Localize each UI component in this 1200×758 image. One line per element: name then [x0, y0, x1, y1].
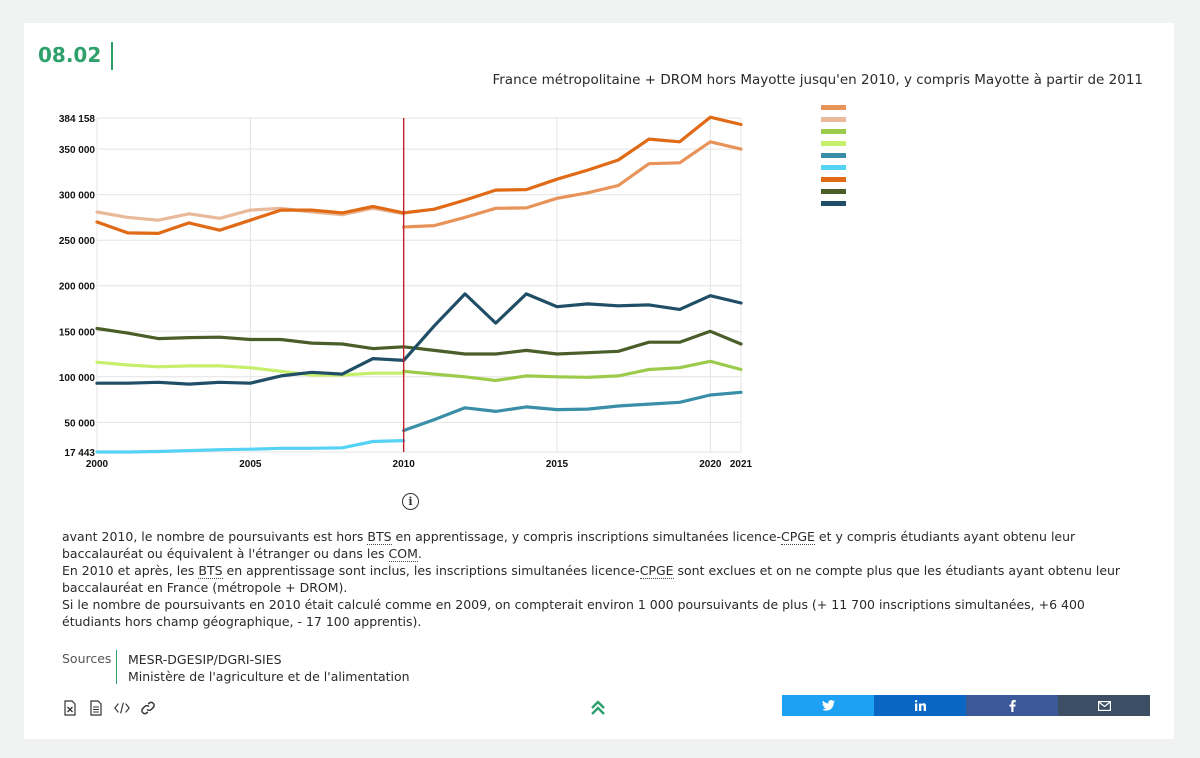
abbr-cpge[interactable]: CPGE: [639, 563, 674, 579]
series-line-2: [95, 206, 406, 222]
legend-item-5[interactable]: [821, 149, 851, 161]
info-icon[interactable]: i: [402, 493, 419, 510]
x-tick-label: 2020: [699, 459, 722, 470]
legend-item-1[interactable]: [821, 101, 851, 113]
y-tick-label: 17 443: [64, 448, 95, 459]
legend-swatch: [821, 128, 846, 134]
chart-legend[interactable]: [821, 101, 851, 209]
legend-item-9[interactable]: [821, 197, 851, 209]
email-share-button[interactable]: [1058, 695, 1150, 716]
legend-swatch: [821, 176, 846, 182]
note-text: .: [417, 546, 422, 561]
source-item: MESR-DGESIP/DGRI-SIES: [128, 652, 282, 667]
line-chart: 17 443 50 000 100 000 150 000 200 000 250 000…: [59, 114, 753, 470]
series-line-1: [402, 140, 743, 229]
x-tick-label: 2005: [239, 459, 262, 470]
note-text: en apprentissage sont inclus, les inscri…: [222, 563, 640, 578]
y-tick-label: 350 000: [59, 145, 96, 156]
legend-item-4[interactable]: [821, 137, 851, 149]
note-text: sont exclues et on ne compte plus que le…: [62, 563, 1121, 595]
link-icon[interactable]: [140, 699, 156, 717]
y-tick-label: 50 000: [64, 418, 95, 429]
legend-swatch: [821, 116, 846, 122]
x-tick-label: 2000: [86, 459, 109, 470]
share-bar: [782, 695, 1150, 716]
legend-swatch: [821, 140, 846, 146]
twitter-share-button[interactable]: [782, 695, 874, 716]
note-paragraph: En 2010 et après, les BTS en apprentissa…: [62, 562, 1142, 596]
legend-item-6[interactable]: [821, 161, 851, 173]
linkedin-share-button[interactable]: [874, 695, 966, 716]
sources-label: Sources: [62, 651, 112, 666]
legend-swatch: [821, 104, 846, 110]
abbr-com[interactable]: COM: [388, 546, 418, 562]
figure-card: 17 443 50 000 100 000 150 000 200 000 250 000…: [24, 23, 1174, 739]
y-tick-label: 200 000: [59, 282, 96, 293]
x-tick-label: 2015: [546, 459, 569, 470]
y-tick-label: 150 000: [59, 327, 96, 338]
document-icon[interactable]: [88, 699, 104, 717]
code-icon[interactable]: [114, 699, 130, 717]
email-icon: [1097, 700, 1111, 711]
series-line-3: [402, 359, 743, 383]
abbr-cpge[interactable]: CPGE: [781, 529, 815, 545]
legend-swatch: [821, 188, 846, 194]
sources-list: MESR-DGESIP/DGRI-SIES Ministère de l'agr…: [128, 651, 410, 685]
legend-item-7[interactable]: [821, 173, 851, 185]
note-paragraph: Si le nombre de poursuivants en 2010 éta…: [62, 597, 1085, 629]
chart-subtitle: France métropolitaine + DROM hors Mayott…: [492, 72, 1143, 88]
series-line-4: [95, 360, 406, 377]
note-text: en apprentissage, y compris inscriptions…: [391, 529, 782, 544]
facebook-icon: [1009, 699, 1016, 712]
figure-tools: [62, 699, 156, 717]
note-paragraph: avant 2010, le nombre de poursuivants es…: [62, 528, 1142, 562]
legend-item-3[interactable]: [821, 125, 851, 137]
y-tick-label: 250 000: [59, 236, 96, 247]
facebook-share-button[interactable]: [966, 695, 1058, 716]
twitter-icon: [821, 700, 835, 711]
x-tick-label: 2021: [730, 459, 753, 470]
abbr-bts[interactable]: BTS: [198, 563, 223, 579]
series-line-9: [95, 292, 743, 386]
figure-number-divider: [111, 42, 113, 70]
abbr-bts[interactable]: BTS: [367, 529, 392, 545]
legend-swatch: [821, 152, 846, 158]
y-tick-label: 384 158: [59, 114, 96, 125]
source-item: Ministère de l'agriculture et de l'alime…: [128, 669, 410, 684]
sources-divider: [116, 650, 117, 684]
series-line-6: [95, 439, 406, 454]
series-line-8: [95, 326, 743, 356]
legend-item-8[interactable]: [821, 185, 851, 197]
excel-icon[interactable]: [62, 699, 78, 717]
note-text: En 2010 et après, les: [62, 563, 199, 578]
legend-swatch: [821, 200, 846, 206]
y-tick-label: 100 000: [59, 373, 96, 384]
series-line-5: [402, 390, 743, 433]
legend-item-2[interactable]: [821, 113, 851, 125]
x-tick-label: 2010: [393, 459, 416, 470]
back-to-top-icon[interactable]: [589, 699, 607, 717]
legend-swatch: [821, 164, 846, 170]
y-tick-label: 300 000: [59, 191, 96, 202]
figure-number: 08.02: [38, 43, 102, 67]
series-line-7: [95, 115, 743, 235]
note-text: et y compris étudiants ayant obtenu leur…: [62, 529, 1076, 561]
chart-notes: avant 2010, le nombre de poursuivants es…: [62, 528, 1142, 630]
note-text: avant 2010, le nombre de poursuivants es…: [62, 529, 368, 544]
linkedin-icon: [914, 700, 926, 711]
